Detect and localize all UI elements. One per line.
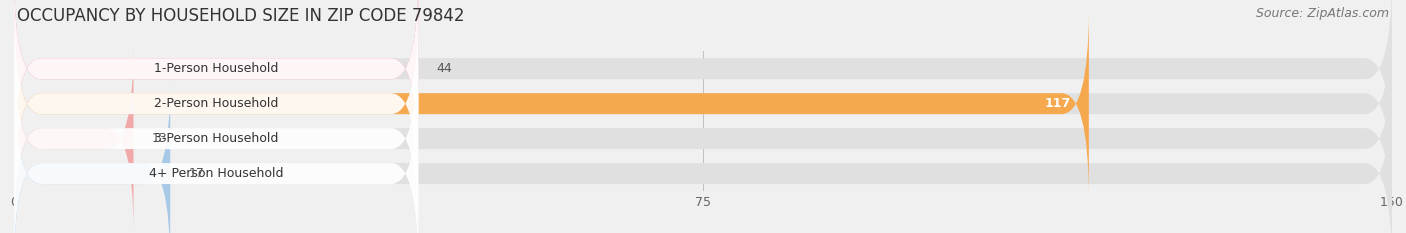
Text: OCCUPANCY BY HOUSEHOLD SIZE IN ZIP CODE 79842: OCCUPANCY BY HOUSEHOLD SIZE IN ZIP CODE … (17, 7, 464, 25)
Text: Source: ZipAtlas.com: Source: ZipAtlas.com (1256, 7, 1389, 20)
Text: 1-Person Household: 1-Person Household (155, 62, 278, 75)
FancyBboxPatch shape (14, 44, 134, 233)
FancyBboxPatch shape (14, 44, 1392, 233)
FancyBboxPatch shape (14, 0, 1392, 163)
FancyBboxPatch shape (14, 79, 418, 233)
FancyBboxPatch shape (14, 0, 418, 163)
Text: 117: 117 (1045, 97, 1070, 110)
FancyBboxPatch shape (14, 9, 1088, 198)
Text: 17: 17 (188, 167, 204, 180)
FancyBboxPatch shape (14, 9, 418, 198)
Text: 44: 44 (437, 62, 453, 75)
FancyBboxPatch shape (14, 0, 418, 163)
Text: 4+ Person Household: 4+ Person Household (149, 167, 284, 180)
Text: 3-Person Household: 3-Person Household (155, 132, 278, 145)
FancyBboxPatch shape (14, 79, 170, 233)
Text: 2-Person Household: 2-Person Household (155, 97, 278, 110)
Text: 13: 13 (152, 132, 167, 145)
FancyBboxPatch shape (14, 9, 1392, 198)
FancyBboxPatch shape (14, 44, 418, 233)
FancyBboxPatch shape (14, 79, 1392, 233)
